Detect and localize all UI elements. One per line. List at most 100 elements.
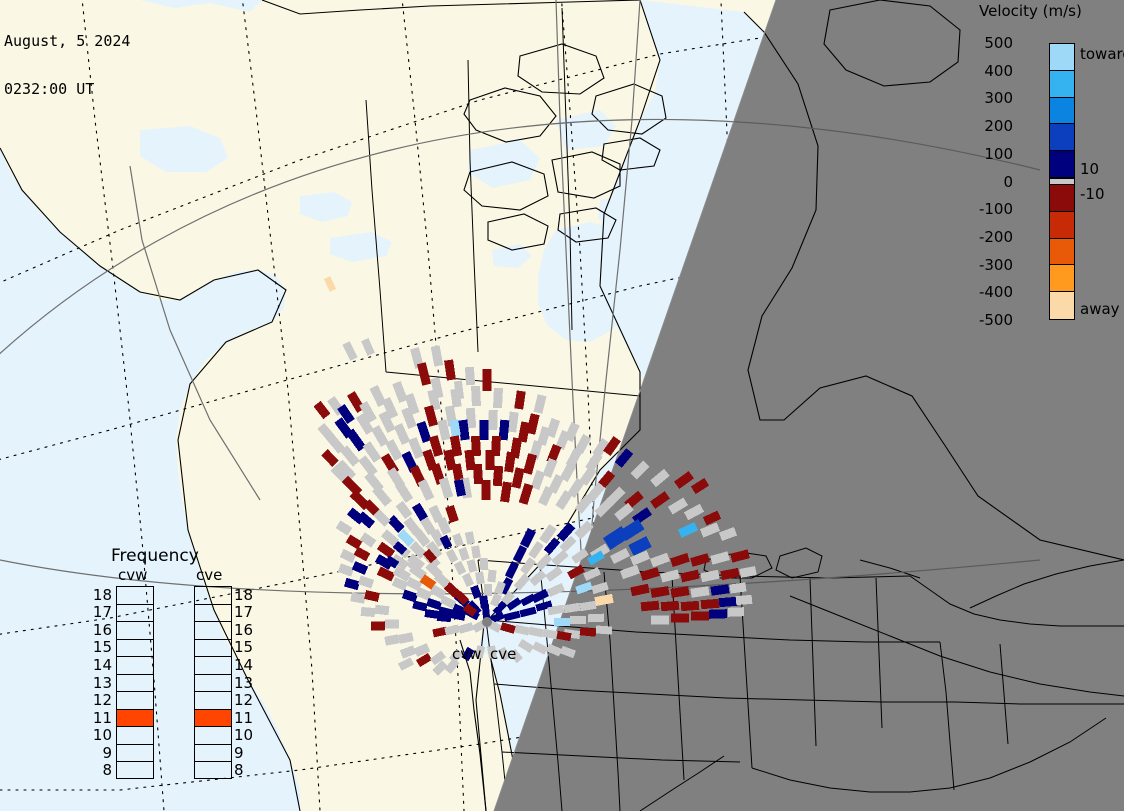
velocity-cell	[391, 577, 409, 591]
frequency-level-label: 12	[234, 691, 254, 710]
velocity-cell	[384, 555, 400, 569]
velocity-cell	[432, 660, 448, 676]
velocity-cell	[594, 498, 614, 518]
velocity-cell	[609, 547, 631, 565]
velocity-cell	[453, 560, 467, 576]
velocity-cell	[700, 598, 720, 610]
velocity-cell	[470, 584, 482, 600]
velocity-cell	[417, 479, 435, 501]
frequency-level-label: 18	[234, 585, 254, 604]
frequency-cell	[195, 622, 231, 640]
colorbar-tick-label: -100	[978, 200, 1013, 219]
frequency-level-label: 11	[92, 708, 112, 727]
frequency-cell	[195, 675, 231, 693]
velocity-cell	[574, 494, 594, 514]
velocity-cell	[690, 586, 710, 598]
frequency-level-label: 9	[102, 743, 112, 762]
velocity-cell	[547, 604, 565, 616]
velocity-cell	[500, 481, 512, 503]
frequency-column-header-cve: cve	[196, 566, 223, 584]
date-label: August, 5 2024	[4, 32, 131, 50]
velocity-cell	[683, 503, 705, 521]
frequency-level-label: 13	[92, 673, 112, 692]
velocity-cell	[345, 428, 367, 452]
velocity-cell	[433, 571, 451, 589]
frequency-level-label: 12	[92, 691, 112, 710]
velocity-cell	[559, 461, 577, 483]
velocity-cell	[523, 453, 537, 475]
velocity-cell	[429, 584, 447, 600]
velocity-cell	[439, 595, 457, 609]
velocity-cell	[498, 419, 510, 441]
velocity-cell	[452, 533, 464, 547]
velocity-cell	[538, 485, 554, 507]
velocity-cell	[364, 590, 380, 602]
velocity-cell	[472, 463, 484, 485]
velocity-cell	[376, 566, 396, 582]
frequency-level-label: 8	[234, 761, 244, 780]
velocity-cell	[451, 603, 469, 617]
velocity-cell	[519, 606, 537, 618]
velocity-cell	[449, 419, 461, 437]
frequency-level-label: 17	[234, 603, 254, 622]
velocity-cell	[569, 615, 587, 625]
velocity-cell	[397, 657, 415, 671]
velocity-cell	[530, 470, 546, 490]
velocity-cell	[677, 522, 699, 538]
velocity-cell	[720, 567, 740, 581]
colorbar-band	[1050, 238, 1074, 266]
velocity-cell	[542, 457, 558, 479]
velocity-cell	[464, 531, 476, 545]
velocity-cell	[344, 577, 360, 591]
velocity-cell	[567, 478, 585, 498]
velocity-cell	[397, 529, 415, 547]
velocity-cell	[479, 419, 489, 441]
velocity-cell	[359, 401, 377, 423]
velocity-cell	[356, 511, 376, 529]
velocity-cell	[488, 409, 498, 431]
velocity-cell	[542, 628, 558, 640]
velocity-cell	[390, 553, 410, 571]
velocity-cell	[620, 564, 640, 580]
colorbar-negative-threshold: -10	[1080, 185, 1105, 203]
frequency-cell	[195, 657, 231, 675]
colorbar-positive-threshold: 10	[1080, 160, 1100, 178]
velocity-cell	[493, 387, 503, 409]
velocity-cell	[535, 600, 553, 612]
velocity-cell	[372, 485, 392, 507]
velocity-cell	[370, 621, 386, 631]
colorbar-tick-label: 400	[984, 61, 1013, 80]
velocity-cell	[401, 407, 417, 429]
velocity-cell	[335, 520, 353, 536]
velocity-cell	[735, 594, 753, 606]
velocity-cell	[430, 345, 444, 367]
velocity-cell	[512, 545, 528, 563]
velocity-cell	[690, 611, 710, 621]
velocity-cell	[353, 546, 371, 562]
velocity-cell	[395, 500, 413, 520]
velocity-cell	[411, 502, 429, 522]
velocity-cell	[461, 572, 475, 588]
colorbar-away-label: away	[1080, 300, 1120, 318]
velocity-cell	[511, 467, 525, 489]
velocity-cell	[680, 600, 700, 612]
colorbar-tick-label: 300	[984, 89, 1013, 108]
velocity-cell	[520, 527, 536, 549]
velocity-cell	[461, 646, 475, 662]
frequency-cell	[195, 745, 231, 763]
colorbar-tick-label: 500	[984, 34, 1013, 52]
velocity-cell	[335, 459, 357, 481]
frequency-cell	[117, 692, 153, 710]
velocity-cell	[436, 516, 452, 536]
velocity-cell	[321, 449, 339, 467]
velocity-cell	[551, 549, 569, 567]
colorbar-band	[1050, 151, 1074, 178]
velocity-cell	[419, 574, 437, 590]
velocity-cell	[727, 607, 745, 617]
velocity-cell	[454, 479, 466, 497]
velocity-cell	[423, 548, 437, 564]
velocity-cell	[614, 502, 634, 522]
frequency-cell	[117, 622, 153, 640]
